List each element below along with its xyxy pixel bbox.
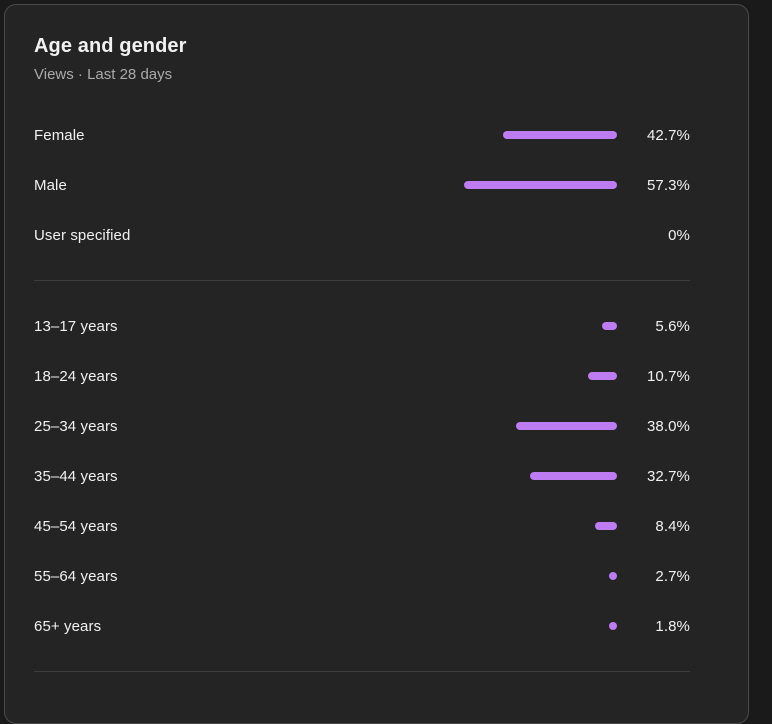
row-value: 42.7% [646, 126, 690, 144]
row-value: 1.8% [655, 617, 690, 635]
row-label: Male [34, 176, 67, 194]
stat-row: 25–34 years 38.0% [34, 401, 690, 451]
row-label: 18–24 years [34, 367, 118, 385]
bar [516, 422, 617, 430]
stat-row: Female 42.7% [34, 110, 690, 160]
row-label: 45–54 years [34, 517, 118, 535]
row-value: 2.7% [655, 567, 690, 585]
bar-track [447, 372, 617, 380]
chart-rows: Female 42.7% Male 57.3% User specified 0… [34, 110, 690, 672]
row-value: 57.3% [646, 176, 690, 194]
bar-track [447, 522, 617, 530]
bar-track [447, 181, 617, 189]
row-value: 0% [668, 226, 690, 244]
row-label: Female [34, 126, 85, 144]
bar [503, 131, 617, 139]
bar [595, 522, 617, 530]
stat-row: Male 57.3% [34, 160, 690, 210]
bar [609, 622, 617, 630]
bar-track [447, 622, 617, 630]
row-label: 13–17 years [34, 317, 118, 335]
card-title: Age and gender [34, 35, 187, 57]
stat-row: 45–54 years 8.4% [34, 501, 690, 551]
row-label: 35–44 years [34, 467, 118, 485]
bar-track [447, 472, 617, 480]
stat-row: 55–64 years 2.7% [34, 551, 690, 601]
row-value: 10.7% [646, 367, 690, 385]
row-value: 38.0% [646, 417, 690, 435]
card-subtitle: Views · Last 28 days [34, 66, 173, 83]
stat-row: User specified 0% [34, 210, 690, 260]
row-value: 32.7% [646, 467, 690, 485]
row-label: 25–34 years [34, 417, 118, 435]
stat-row: 65+ years 1.8% [34, 601, 690, 651]
age-and-gender-card: Age and gender Views · Last 28 days Fema… [4, 4, 749, 724]
row-value: 8.4% [655, 517, 690, 535]
section-divider [34, 280, 690, 281]
stat-row: 35–44 years 32.7% [34, 451, 690, 501]
bar-track [447, 231, 617, 239]
bar [530, 472, 617, 480]
stat-row: 18–24 years 10.7% [34, 351, 690, 401]
stat-row: 13–17 years 5.6% [34, 301, 690, 351]
bar [609, 572, 617, 580]
bar-track [447, 131, 617, 139]
bar [588, 372, 617, 380]
bar [464, 181, 617, 189]
row-label: User specified [34, 226, 131, 244]
age-section: 13–17 years 5.6% 18–24 years 10.7% 25–34… [34, 301, 690, 651]
row-label: 55–64 years [34, 567, 118, 585]
bar [602, 322, 617, 330]
bar-track [447, 322, 617, 330]
bar-track [447, 422, 617, 430]
row-value: 5.6% [655, 317, 690, 335]
bottom-divider [34, 671, 690, 672]
row-label: 65+ years [34, 617, 102, 635]
gender-section: Female 42.7% Male 57.3% User specified 0… [34, 110, 690, 260]
bar-track [447, 572, 617, 580]
